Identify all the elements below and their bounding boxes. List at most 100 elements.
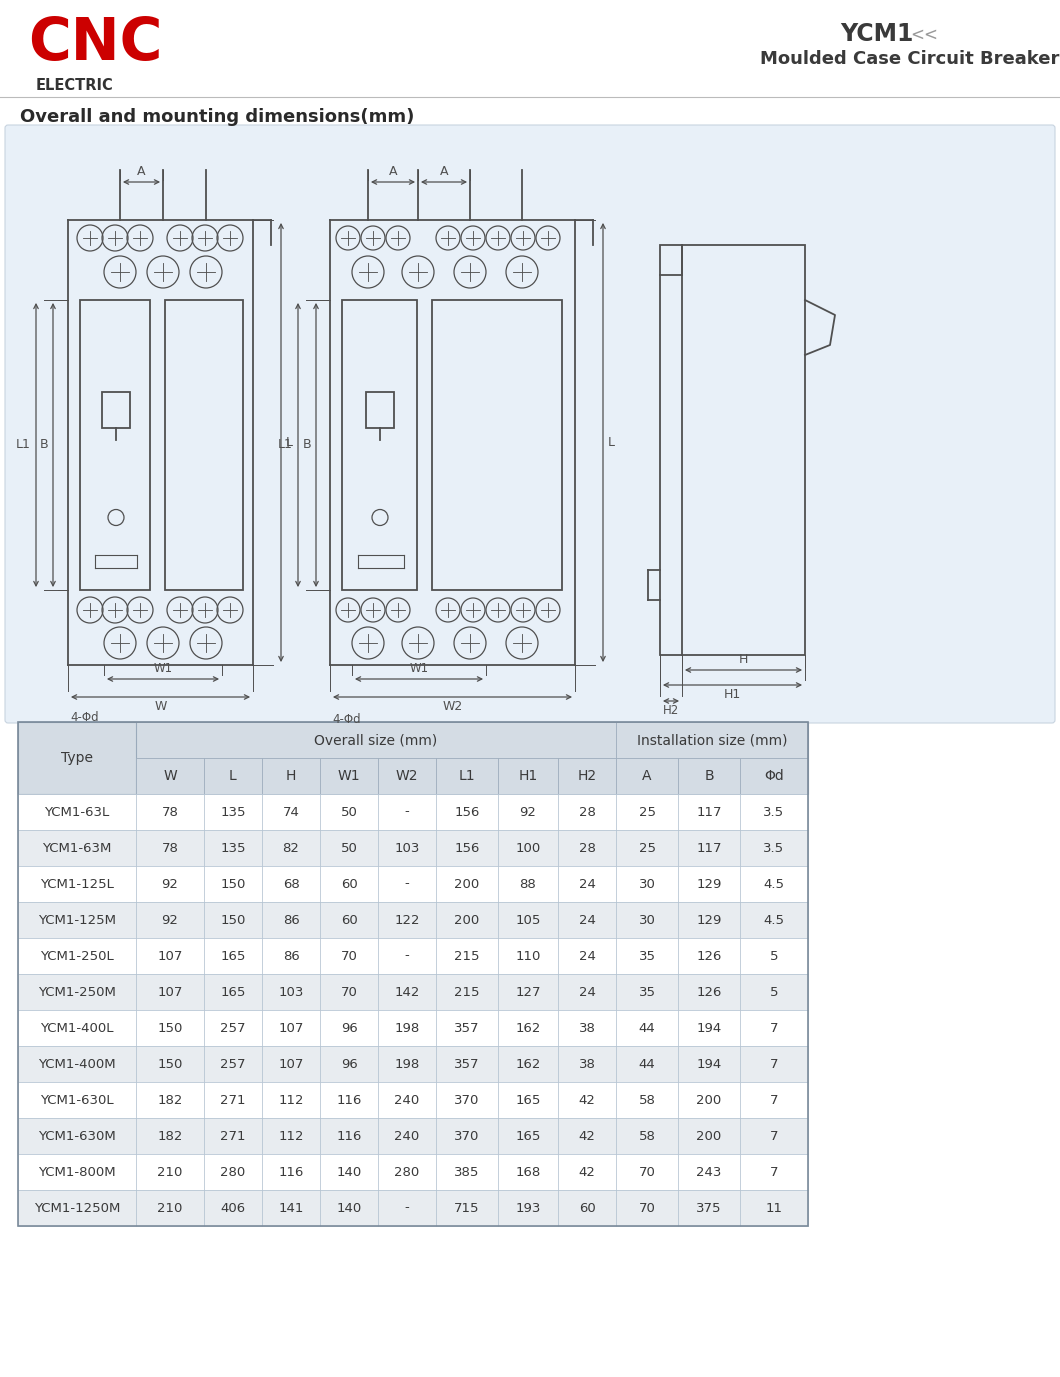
Text: Type: Type [61, 750, 93, 766]
Text: 194: 194 [696, 1022, 722, 1034]
Bar [740, 1047, 808, 1082]
Text: 156: 156 [455, 806, 480, 818]
Text: YCM1-630M: YCM1-630M [38, 1129, 116, 1143]
Text: 58: 58 [638, 1093, 655, 1107]
Bar [740, 1154, 808, 1190]
Text: Overall size (mm): Overall size (mm) [315, 733, 438, 746]
Text: 107: 107 [279, 1022, 303, 1034]
Bar [378, 974, 436, 1009]
Text: 92: 92 [161, 877, 178, 891]
Text: 210: 210 [157, 1202, 182, 1215]
Text: -: - [405, 1202, 409, 1215]
Text: W2: W2 [395, 768, 419, 784]
Bar [366, 392, 394, 428]
Bar [436, 830, 498, 866]
Bar [378, 938, 436, 974]
Text: 162: 162 [515, 1022, 541, 1034]
Bar [204, 1190, 262, 1226]
Bar [436, 757, 498, 795]
Text: 88: 88 [519, 877, 536, 891]
Text: 715: 715 [455, 1202, 480, 1215]
Bar [204, 866, 262, 902]
Text: 198: 198 [394, 1058, 420, 1070]
Bar [558, 757, 616, 795]
Bar [320, 974, 378, 1009]
Text: 25: 25 [638, 806, 655, 818]
Text: 86: 86 [283, 950, 299, 963]
Bar [558, 795, 616, 830]
Text: 135: 135 [220, 806, 246, 818]
Text: 150: 150 [220, 877, 246, 891]
Bar [740, 795, 808, 830]
Text: 35: 35 [638, 950, 655, 963]
Bar [204, 1118, 262, 1154]
Text: -: - [405, 877, 409, 891]
Bar [204, 1154, 262, 1190]
Text: 107: 107 [157, 986, 182, 998]
Text: 112: 112 [278, 1093, 304, 1107]
Text: 150: 150 [157, 1022, 182, 1034]
Text: <<: << [909, 26, 938, 44]
Text: W1: W1 [338, 768, 360, 784]
Bar [262, 1118, 320, 1154]
Bar [616, 830, 678, 866]
Text: 60: 60 [340, 913, 357, 927]
Text: 271: 271 [220, 1093, 246, 1107]
Text: 162: 162 [515, 1058, 541, 1070]
Text: 140: 140 [336, 1165, 361, 1179]
Bar [616, 866, 678, 902]
Text: 60: 60 [579, 1202, 596, 1215]
Bar [740, 1082, 808, 1118]
Bar [378, 866, 436, 902]
Bar [18, 1154, 136, 1190]
Text: 193: 193 [515, 1202, 541, 1215]
Text: 5: 5 [770, 986, 778, 998]
Bar [740, 1190, 808, 1226]
Text: 140: 140 [336, 1202, 361, 1215]
Text: W1: W1 [409, 662, 428, 675]
Bar [558, 1154, 616, 1190]
Bar [498, 1009, 558, 1047]
Text: 165: 165 [515, 1093, 541, 1107]
Text: 141: 141 [279, 1202, 303, 1215]
Bar [18, 938, 136, 974]
Bar [102, 392, 130, 428]
Text: 70: 70 [340, 950, 357, 963]
Bar [204, 974, 262, 1009]
Bar [498, 938, 558, 974]
Bar [18, 722, 808, 1226]
Bar [616, 1190, 678, 1226]
Text: 370: 370 [455, 1129, 480, 1143]
Text: L: L [608, 437, 615, 449]
Bar [136, 1009, 204, 1047]
Bar [616, 757, 678, 795]
Bar [740, 757, 808, 795]
Bar [378, 1009, 436, 1047]
Bar [498, 1082, 558, 1118]
Text: 58: 58 [638, 1129, 655, 1143]
Bar [498, 795, 558, 830]
Bar [498, 830, 558, 866]
Bar [678, 1190, 740, 1226]
Text: 78: 78 [161, 806, 178, 818]
Text: 357: 357 [455, 1022, 480, 1034]
Bar [436, 974, 498, 1009]
Bar [616, 902, 678, 938]
Text: 182: 182 [157, 1093, 182, 1107]
Bar [678, 795, 740, 830]
Text: 165: 165 [515, 1129, 541, 1143]
Text: L1: L1 [459, 768, 475, 784]
Text: 110: 110 [515, 950, 541, 963]
Text: A: A [440, 165, 448, 178]
Text: 7: 7 [770, 1093, 778, 1107]
Text: 182: 182 [157, 1129, 182, 1143]
Bar [558, 1009, 616, 1047]
Bar [740, 938, 808, 974]
Bar [136, 1190, 204, 1226]
Text: 240: 240 [394, 1093, 420, 1107]
Text: 4-Φd: 4-Φd [70, 711, 99, 724]
Bar [204, 830, 262, 866]
Text: H2: H2 [662, 704, 679, 717]
Bar [165, 300, 243, 589]
Text: YCM1-400L: YCM1-400L [40, 1022, 113, 1034]
